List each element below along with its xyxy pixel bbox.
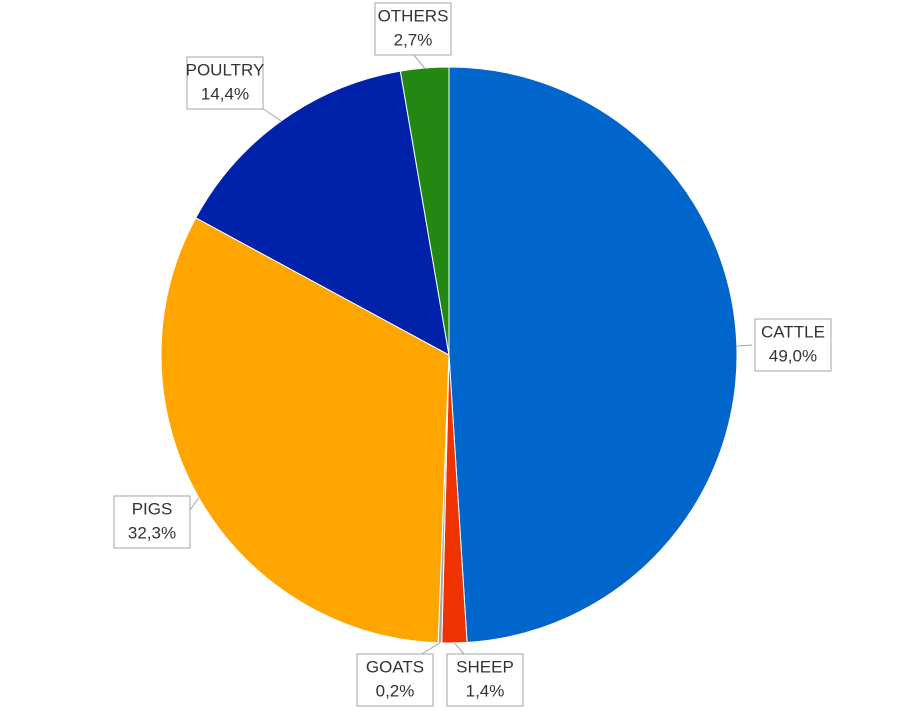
data-label: SHEEP 1,4%: [446, 653, 524, 707]
data-label: OTHERS 2,7%: [374, 2, 452, 56]
label-name: SHEEP: [456, 657, 514, 676]
pie-slice: [195, 70, 450, 356]
pie-slice: [399, 66, 450, 356]
label-box: [113, 495, 191, 549]
leader-line: [454, 642, 466, 656]
label-value: 32,3%: [128, 523, 176, 542]
label-value: 49,0%: [769, 346, 817, 365]
data-label: POULTRY 14,4%: [186, 56, 265, 110]
label-value: 14,4%: [201, 84, 249, 103]
pie-slice: [448, 66, 738, 643]
leader-line: [261, 107, 282, 122]
leader-line: [736, 344, 753, 347]
leader-line: [412, 53, 425, 69]
label-value: 0,2%: [376, 681, 415, 700]
data-label: CATTLE 49,0%: [754, 318, 832, 372]
label-box: [754, 318, 832, 372]
label-name: OTHERS: [378, 6, 449, 25]
label-name: GOATS: [366, 657, 424, 676]
label-name: CATTLE: [761, 322, 825, 341]
label-box: [374, 2, 452, 56]
pie-slice: [160, 217, 450, 644]
label-box: [356, 653, 434, 707]
data-label: GOATS 0,2%: [356, 653, 434, 707]
label-box: [446, 653, 524, 707]
label-value: 1,4%: [466, 681, 505, 700]
label-name: POULTRY: [186, 60, 265, 79]
label-name: PIGS: [132, 499, 173, 518]
label-value: 2,7%: [394, 30, 433, 49]
leader-line: [189, 497, 200, 511]
label-box: [186, 56, 264, 110]
leader-line: [419, 642, 441, 656]
data-label: PIGS 32,3%: [113, 495, 191, 549]
